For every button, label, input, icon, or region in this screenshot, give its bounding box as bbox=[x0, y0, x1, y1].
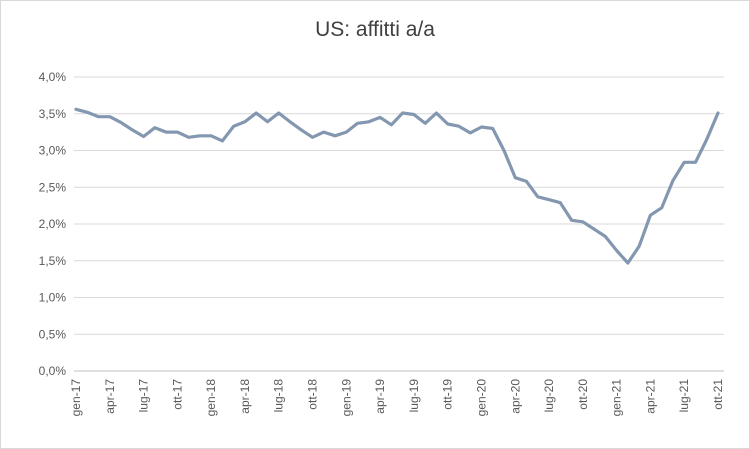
x-tick-label: ott-19 bbox=[441, 379, 455, 410]
y-tick-label: 1,0% bbox=[39, 291, 67, 305]
x-axis: gen-17 apr-17 lug-17 ott-17 gen-18 apr-18 lug-… bbox=[69, 370, 725, 417]
gridlines bbox=[74, 76, 724, 335]
x-tick-label: gen-20 bbox=[474, 379, 488, 417]
x-tick-label: apr-17 bbox=[103, 379, 117, 414]
x-tick-label: lug-18 bbox=[272, 379, 286, 413]
chart-title: US: affitti a/a bbox=[315, 18, 435, 41]
x-tick-label: apr-18 bbox=[238, 379, 252, 414]
x-tick-label: ott-21 bbox=[711, 379, 725, 410]
x-tick-label: gen-19 bbox=[339, 379, 353, 417]
x-tick-label: ott-18 bbox=[306, 379, 320, 410]
y-tick-label: 3,5% bbox=[39, 107, 67, 121]
x-tick-label: lug-20 bbox=[542, 379, 556, 413]
y-tick-label: 2,0% bbox=[39, 217, 67, 231]
y-tick-label: 3,0% bbox=[39, 144, 67, 158]
series-group bbox=[74, 107, 720, 265]
x-tick-label: ott-20 bbox=[576, 379, 590, 410]
x-tick-label: ott-17 bbox=[170, 379, 184, 410]
x-tick-label: apr-20 bbox=[508, 379, 522, 414]
x-tick-label: apr-21 bbox=[643, 379, 657, 414]
x-tick-label: lug-19 bbox=[407, 379, 421, 413]
x-tick-label: apr-19 bbox=[373, 379, 387, 414]
y-tick-label: 0,5% bbox=[39, 327, 67, 341]
series-line bbox=[74, 107, 720, 265]
y-tick-label: 0,0% bbox=[39, 364, 67, 378]
y-axis: 0,0% 0,5% 1,0% 1,5% 2,0% 2,5% 3,0% 3,5% 4,0% bbox=[39, 70, 67, 378]
y-tick-label: 4,0% bbox=[39, 70, 67, 84]
x-tick-label: gen-18 bbox=[204, 379, 218, 417]
x-tick-label: gen-17 bbox=[69, 379, 83, 417]
x-tick-label: lug-21 bbox=[677, 379, 691, 413]
y-tick-label: 2,5% bbox=[39, 180, 67, 194]
y-tick-label: 1,5% bbox=[39, 254, 67, 268]
x-tick-label: lug-17 bbox=[137, 379, 151, 413]
x-tick-label: gen-21 bbox=[610, 379, 624, 417]
